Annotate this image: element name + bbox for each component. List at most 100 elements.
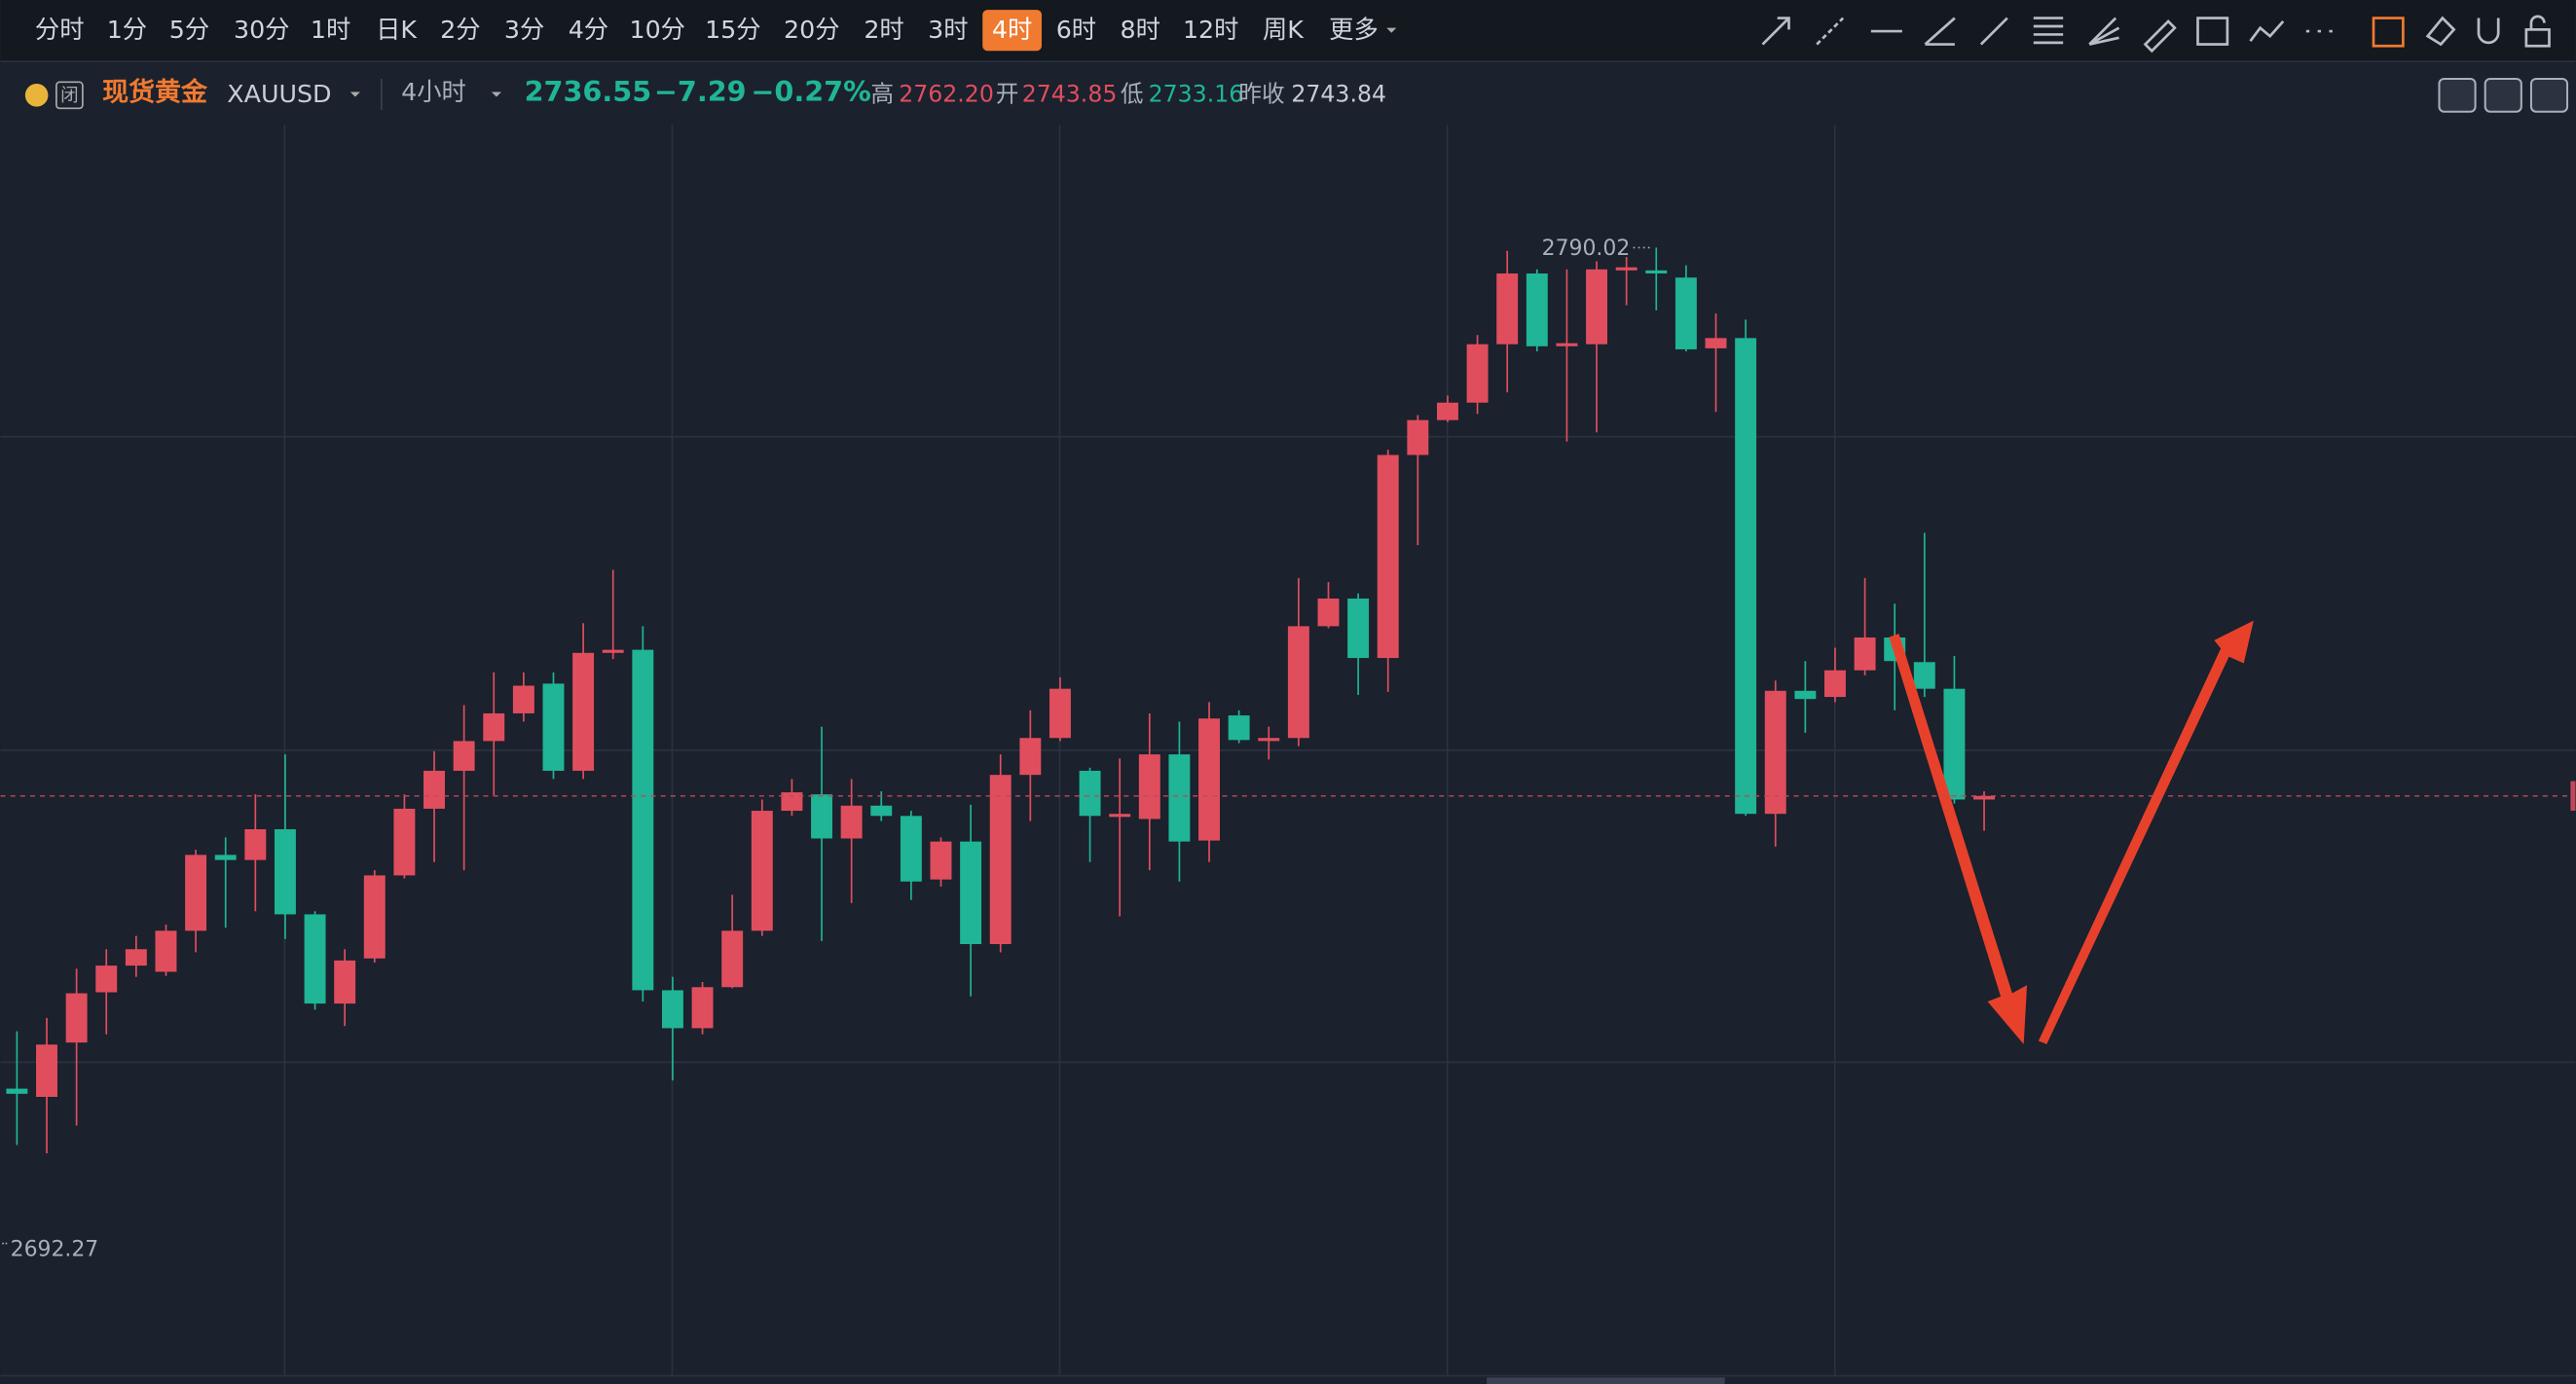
candle-body (632, 649, 654, 991)
candle-body (721, 930, 744, 988)
candle-body (870, 805, 893, 817)
candle-body (811, 794, 832, 839)
candle-body (1407, 419, 1429, 455)
candle-body (483, 712, 505, 742)
status-box (55, 81, 84, 110)
candle-body (423, 770, 445, 809)
prev-label: 昨收 (1238, 80, 1284, 107)
candle-body (1764, 690, 1786, 815)
candle-body (1019, 738, 1042, 776)
tool-icon[interactable] (1979, 17, 2008, 46)
candle-body (1615, 267, 1638, 271)
timeframe-tab[interactable]: 3分 (504, 16, 544, 44)
tool-icon[interactable] (2196, 17, 2229, 46)
timeframe-tab[interactable]: 4分 (569, 16, 608, 44)
candle-body (661, 990, 683, 1029)
tool-icon[interactable] (2372, 17, 2405, 48)
low-label: 低 (1121, 80, 1144, 107)
timeframe-tab[interactable]: 4时 (992, 16, 1032, 44)
symbol-code[interactable]: XAUUSD (227, 80, 331, 108)
candle-body (751, 811, 773, 931)
candle-body (602, 649, 624, 653)
period[interactable]: 4小时 (401, 78, 466, 106)
candle-body (1079, 770, 1101, 817)
timeframe-tab[interactable]: 30分 (234, 16, 290, 44)
dropdown-caret[interactable] (1386, 27, 1397, 33)
candle-body (244, 829, 267, 860)
header-buttons (2438, 77, 2569, 113)
timeframe-tab[interactable]: 1分 (107, 16, 147, 44)
tool-icon[interactable] (2143, 19, 2177, 54)
candle-body (1228, 715, 1250, 741)
min-label: 2692.27 (11, 1237, 99, 1261)
tool-icon[interactable] (2529, 15, 2546, 30)
timeframe-tab[interactable]: 20分 (784, 16, 840, 44)
button[interactable] (2484, 77, 2522, 113)
dropdown-caret[interactable] (350, 91, 360, 97)
scrollbar[interactable] (1487, 1377, 1725, 1384)
timeframe-tab[interactable]: 2分 (440, 16, 480, 44)
header-bar (0, 62, 2576, 126)
candle-body (393, 808, 416, 876)
button[interactable] (2529, 77, 2569, 113)
candle-body (1109, 814, 1131, 818)
candle-body (1258, 738, 1280, 742)
candle-body (1138, 754, 1160, 819)
tool-icon[interactable] (2033, 17, 2064, 45)
prev-value: 2743.84 (1291, 80, 1386, 107)
timeframe-tab[interactable]: 2时 (864, 16, 903, 44)
candle-body (989, 775, 1012, 945)
candle-body (1586, 269, 1608, 345)
candle-body (1973, 795, 1996, 800)
low-value: 2733.16 (1149, 80, 1244, 107)
grid (0, 125, 2576, 1377)
timeframe-tab[interactable]: 3时 (928, 16, 968, 44)
timeframe-tab[interactable]: 10分 (630, 16, 686, 44)
tool-icon[interactable] (1924, 17, 1956, 46)
candle-body (1466, 344, 1489, 403)
candle-body (1735, 338, 1757, 815)
timeframe-tab[interactable]: 分时 (35, 16, 85, 44)
timeframe-tab[interactable]: 周K (1263, 16, 1305, 44)
timeframe-tab[interactable]: 5分 (169, 16, 209, 44)
tool-icon[interactable] (1816, 17, 1845, 46)
tool-icon[interactable] (2524, 28, 2551, 48)
candle-body (840, 805, 863, 839)
tool-icon[interactable] (2425, 16, 2456, 47)
timeframe-tab[interactable]: 1时 (311, 16, 350, 44)
candle-body (274, 829, 296, 915)
candle-body (453, 741, 475, 771)
candle-body (930, 841, 952, 880)
timeframe-tab[interactable]: 更多 (1329, 16, 1379, 44)
dropdown-caret[interactable] (491, 91, 502, 97)
tool-icon[interactable] (2477, 18, 2500, 45)
candle-body (781, 792, 803, 812)
candle-body (1198, 718, 1220, 841)
open-value: 2743.85 (1022, 80, 1118, 107)
timeframe-tab[interactable]: 15分 (705, 16, 761, 44)
candles (6, 247, 1996, 1153)
button[interactable] (2438, 77, 2477, 113)
candle-body (572, 652, 595, 771)
timeframe-tab[interactable]: 12时 (1183, 16, 1239, 44)
tool-icon[interactable] (2088, 17, 2120, 46)
status: 闭 (60, 86, 79, 106)
timeframe-tab[interactable]: 日K (376, 16, 418, 44)
candle-body (1824, 670, 1846, 698)
candle-body (1168, 754, 1191, 842)
active-tab (982, 10, 1042, 52)
symbol-name[interactable]: 现货黄金 (102, 77, 208, 108)
max-label: 2790.02 (1542, 237, 1631, 261)
candle-body (1794, 690, 1817, 700)
candle-body (1943, 688, 1966, 800)
timeframe-tab[interactable]: 8时 (1120, 16, 1159, 44)
candle-body (960, 841, 982, 945)
tool-icon[interactable] (2249, 20, 2285, 42)
candle-body (1526, 273, 1548, 346)
candle-body (1496, 273, 1519, 345)
tool-icon[interactable] (1761, 17, 1790, 46)
change-pct: −0.27% (751, 75, 870, 108)
timeframe-tab[interactable]: 6时 (1056, 16, 1096, 44)
candle-body (36, 1044, 57, 1097)
candle-body (363, 875, 386, 959)
